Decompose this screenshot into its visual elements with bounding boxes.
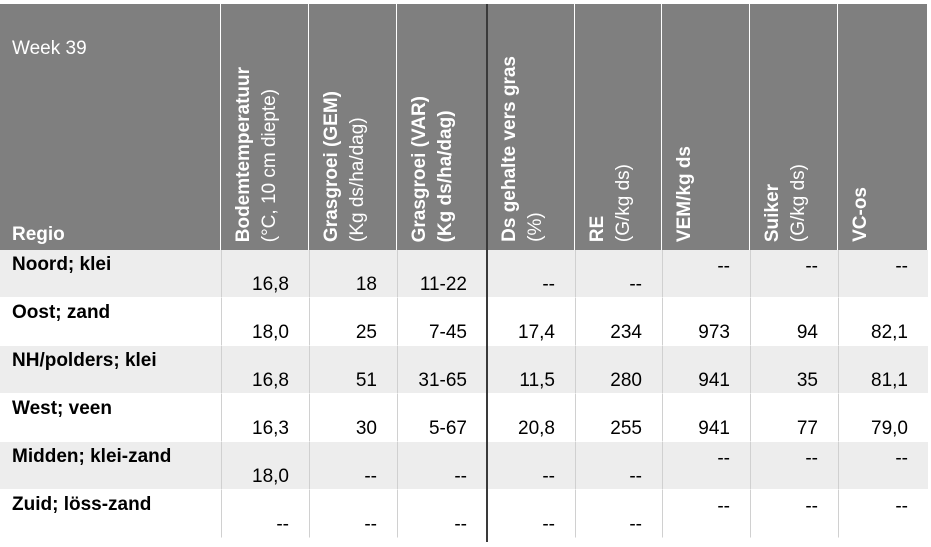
region-cell: Midden; klei-zand	[0, 442, 221, 490]
value-cell: 16,3	[221, 394, 309, 442]
column-title: RE	[587, 215, 608, 242]
value-cell: --	[309, 490, 397, 538]
region-cell: NH/polders; klei	[0, 346, 221, 394]
column-title: Bodemtemperatuur	[233, 66, 254, 242]
value-cell: 941	[662, 394, 750, 442]
header-text: Ds gehalte vers gras (%)	[497, 56, 549, 242]
column-title: Grasgroei (GEM)	[321, 91, 342, 242]
region-cell: Oost; zand	[0, 298, 221, 346]
divider	[486, 4, 488, 542]
column-title: VEM/kg ds	[674, 145, 695, 242]
value-cell: 11-22	[397, 250, 487, 298]
region-cell: Zuid; löss-zand	[0, 490, 221, 538]
value-cell: 255	[575, 394, 662, 442]
value-cell: 280	[575, 346, 662, 394]
value-cell: 25	[309, 298, 397, 346]
value-cell: 35	[750, 346, 838, 394]
value-cell: --	[575, 490, 662, 538]
column-header: RE (G/kg ds)	[575, 4, 662, 250]
header-text: Grasgroei (GEM) (Kg ds/ha/dag)	[319, 91, 371, 242]
column-header: Bodemtemperatuur (°C, 10 cm diepte)	[221, 4, 309, 250]
value-cell: --	[221, 490, 309, 538]
column-header: Grasgroei (VAR) (Kg ds/ha/dag)	[397, 4, 487, 250]
value-cell: --	[397, 490, 487, 538]
value-cell: 81,1	[838, 346, 928, 394]
column-header: VEM/kg ds	[662, 4, 750, 250]
value-cell: 30	[309, 394, 397, 442]
value-cell: --	[838, 250, 928, 298]
value-cell: 77	[750, 394, 838, 442]
column-unit: (%)	[525, 212, 546, 242]
column-title: Ds gehalte vers gras	[499, 56, 520, 242]
column-header: Suiker (G/kg ds)	[750, 4, 838, 250]
value-cell: 941	[662, 346, 750, 394]
value-cell: --	[575, 250, 662, 298]
corner-cell: Week 39 Regio	[0, 4, 221, 250]
column-title: Suiker	[762, 183, 783, 242]
column-title: Grasgroei (VAR)	[409, 95, 430, 242]
value-cell: --	[487, 250, 575, 298]
value-cell: --	[838, 442, 928, 490]
column-unit: (G/kg ds)	[613, 163, 634, 242]
value-cell: --	[487, 442, 575, 490]
header-text: VEM/kg ds	[672, 146, 698, 242]
region-cell: Noord; klei	[0, 250, 221, 298]
value-cell: 51	[309, 346, 397, 394]
value-cell: --	[575, 442, 662, 490]
value-cell: 18	[309, 250, 397, 298]
value-cell: 5-67	[397, 394, 487, 442]
column-header: Grasgroei (GEM) (Kg ds/ha/dag)	[309, 4, 397, 250]
value-cell: --	[309, 442, 397, 490]
value-cell: --	[487, 490, 575, 538]
header-text: VC-os	[848, 187, 874, 242]
value-cell: 11,5	[487, 346, 575, 394]
value-cell: 18,0	[221, 442, 309, 490]
column-unit: (G/kg ds)	[788, 163, 809, 242]
header-text: RE (G/kg ds)	[585, 164, 637, 242]
value-cell: 31-65	[397, 346, 487, 394]
column-unit: (°C, 10 cm diepte)	[259, 88, 280, 242]
value-cell: --	[750, 442, 838, 490]
header-text: Suiker (G/kg ds)	[760, 164, 812, 242]
header-text: Bodemtemperatuur (°C, 10 cm diepte)	[231, 67, 283, 242]
header-text: Grasgroei (VAR) (Kg ds/ha/dag)	[407, 96, 459, 242]
value-cell: 7-45	[397, 298, 487, 346]
region-cell: West; veen	[0, 394, 221, 442]
value-cell: 16,8	[221, 250, 309, 298]
value-cell: 18,0	[221, 298, 309, 346]
column-header: VC-os	[838, 4, 928, 250]
value-cell: --	[662, 250, 750, 298]
value-cell: 17,4	[487, 298, 575, 346]
value-cell: --	[750, 490, 838, 538]
week-label: Week 39	[12, 38, 87, 59]
column-title: VC-os	[850, 187, 871, 242]
value-cell: --	[662, 442, 750, 490]
value-cell: --	[397, 442, 487, 490]
value-cell: 973	[662, 298, 750, 346]
value-cell: --	[662, 490, 750, 538]
value-cell: 20,8	[487, 394, 575, 442]
value-cell: --	[838, 490, 928, 538]
value-cell: 234	[575, 298, 662, 346]
value-cell: 82,1	[838, 298, 928, 346]
column-unit: (Kg ds/ha/dag)	[435, 110, 456, 242]
regio-label: Regio	[12, 224, 65, 245]
column-header: Ds gehalte vers gras (%)	[487, 4, 575, 250]
value-cell: 79,0	[838, 394, 928, 442]
value-cell: 16,8	[221, 346, 309, 394]
value-cell: --	[750, 250, 838, 298]
value-cell: 94	[750, 298, 838, 346]
column-unit: (Kg ds/ha/dag)	[347, 117, 368, 242]
